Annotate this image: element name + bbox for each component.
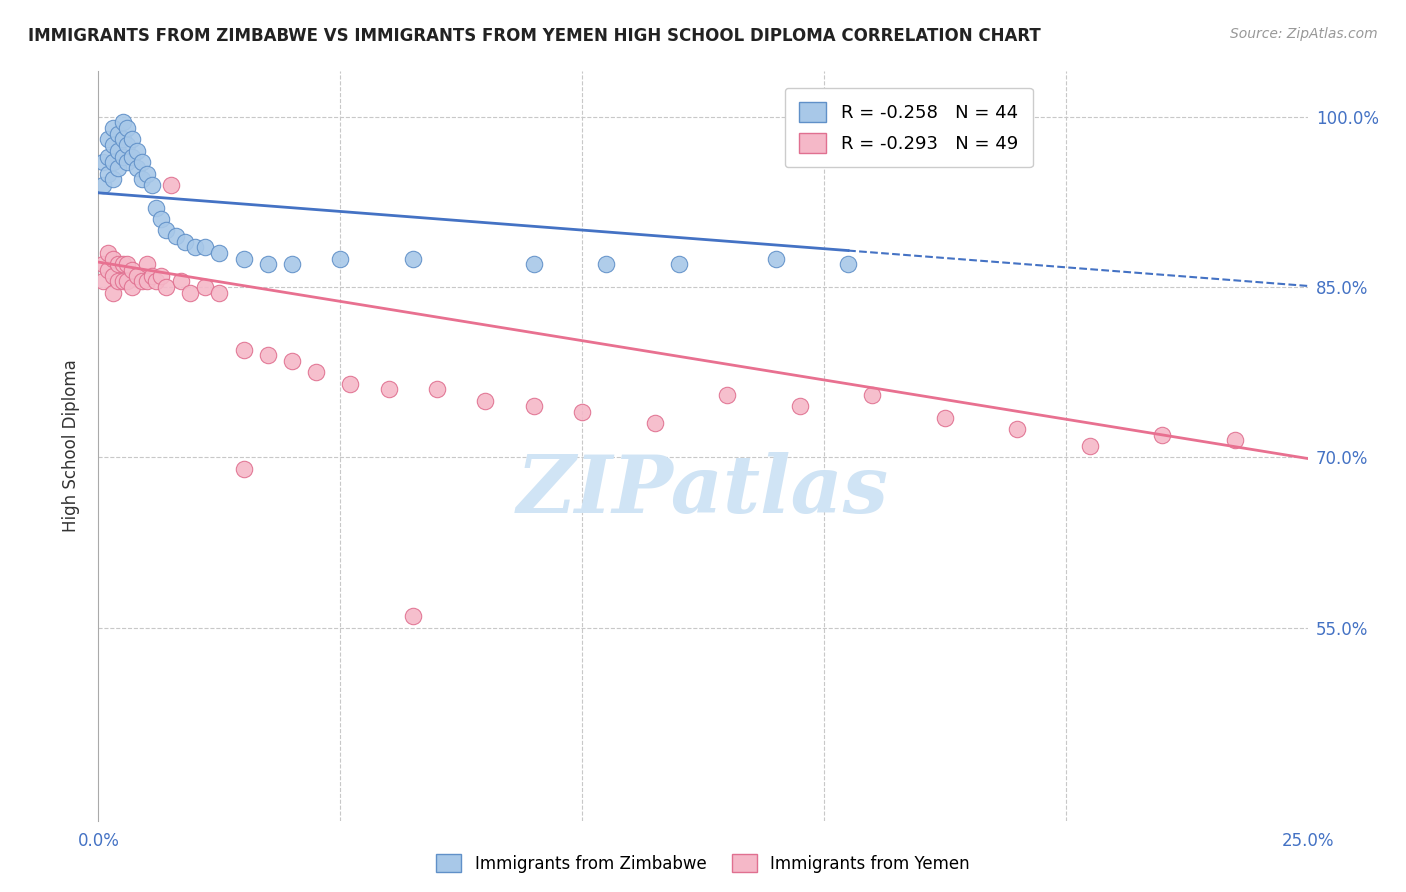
Point	[111, 257, 134, 271]
Point	[91, 155, 114, 169]
Point	[101, 172, 124, 186]
Point	[329, 252, 352, 266]
Point	[111, 274, 134, 288]
Point	[426, 382, 449, 396]
Point	[127, 144, 149, 158]
Point	[789, 399, 811, 413]
Point	[165, 229, 187, 244]
Point	[101, 252, 124, 266]
Point	[121, 149, 143, 163]
Point	[668, 257, 690, 271]
Point	[339, 376, 361, 391]
Point	[101, 138, 124, 153]
Point	[837, 257, 859, 271]
Point	[145, 274, 167, 288]
Point	[194, 240, 217, 254]
Point	[111, 149, 134, 163]
Point	[1078, 439, 1101, 453]
Point	[135, 274, 157, 288]
Point	[1152, 427, 1174, 442]
Legend: R = -0.258   N = 44, R = -0.293   N = 49: R = -0.258 N = 44, R = -0.293 N = 49	[785, 88, 1032, 168]
Point	[127, 161, 149, 175]
Text: IMMIGRANTS FROM ZIMBABWE VS IMMIGRANTS FROM YEMEN HIGH SCHOOL DIPLOMA CORRELATIO: IMMIGRANTS FROM ZIMBABWE VS IMMIGRANTS F…	[28, 27, 1040, 45]
Point	[194, 280, 217, 294]
Point	[135, 167, 157, 181]
Point	[644, 417, 666, 431]
Point	[571, 405, 593, 419]
Legend: Immigrants from Zimbabwe, Immigrants from Yemen: Immigrants from Zimbabwe, Immigrants fro…	[430, 847, 976, 880]
Point	[97, 167, 120, 181]
Point	[208, 246, 231, 260]
Point	[97, 246, 120, 260]
Point	[91, 257, 114, 271]
Point	[131, 274, 153, 288]
Point	[97, 149, 120, 163]
Point	[107, 127, 129, 141]
Point	[155, 280, 177, 294]
Point	[107, 161, 129, 175]
Point	[595, 257, 617, 271]
Point	[101, 268, 124, 283]
Point	[107, 257, 129, 271]
Point	[97, 132, 120, 146]
Point	[101, 155, 124, 169]
Point	[117, 155, 139, 169]
Point	[523, 399, 546, 413]
Point	[174, 235, 197, 249]
Point	[107, 274, 129, 288]
Point	[155, 223, 177, 237]
Point	[117, 274, 139, 288]
Point	[117, 138, 139, 153]
Point	[232, 252, 254, 266]
Text: ZIPatlas: ZIPatlas	[517, 452, 889, 530]
Point	[281, 354, 304, 368]
Point	[523, 257, 546, 271]
Point	[135, 257, 157, 271]
Point	[145, 201, 167, 215]
Point	[121, 132, 143, 146]
Point	[1223, 434, 1246, 448]
Point	[91, 178, 114, 192]
Point	[117, 257, 139, 271]
Point	[111, 132, 134, 146]
Point	[256, 257, 278, 271]
Point	[111, 115, 134, 129]
Point	[305, 365, 328, 379]
Point	[402, 609, 425, 624]
Point	[934, 410, 956, 425]
Point	[208, 285, 231, 300]
Point	[377, 382, 399, 396]
Point	[281, 257, 304, 271]
Point	[402, 252, 425, 266]
Point	[716, 388, 738, 402]
Point	[160, 178, 183, 192]
Point	[169, 274, 191, 288]
Point	[860, 388, 883, 402]
Point	[97, 263, 120, 277]
Text: Source: ZipAtlas.com: Source: ZipAtlas.com	[1230, 27, 1378, 41]
Point	[107, 144, 129, 158]
Point	[232, 343, 254, 357]
Point	[131, 155, 153, 169]
Point	[121, 263, 143, 277]
Point	[101, 121, 124, 136]
Point	[150, 211, 173, 226]
Point	[474, 393, 496, 408]
Point	[91, 274, 114, 288]
Point	[184, 240, 207, 254]
Point	[141, 268, 163, 283]
Point	[117, 121, 139, 136]
Point	[150, 268, 173, 283]
Point	[256, 348, 278, 362]
Y-axis label: High School Diploma: High School Diploma	[62, 359, 80, 533]
Point	[101, 285, 124, 300]
Point	[121, 280, 143, 294]
Point	[127, 268, 149, 283]
Point	[1007, 422, 1029, 436]
Point	[141, 178, 163, 192]
Point	[232, 461, 254, 475]
Point	[179, 285, 201, 300]
Point	[131, 172, 153, 186]
Point	[765, 252, 787, 266]
